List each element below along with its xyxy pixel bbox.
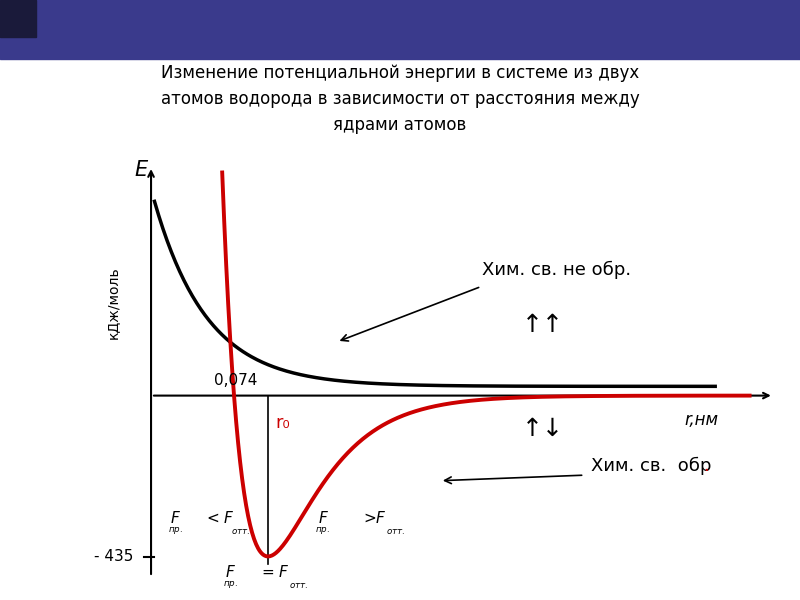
Text: $_{пр.}$: $_{пр.}$ [315,524,330,537]
Text: ↑↓: ↑↓ [522,417,564,441]
Bar [0,0,800,59]
Text: 0,074: 0,074 [214,373,258,388]
Text: $_{отт.}$: $_{отт.}$ [230,524,250,537]
Bar [0,0,36,37]
Text: r₀: r₀ [275,415,290,433]
Text: Хим. св.  обр: Хим. св. обр [591,457,712,475]
Text: ↑↑: ↑↑ [522,313,564,337]
Text: E: E [134,160,147,180]
Text: кДж/моль: кДж/моль [106,267,120,340]
Text: Изменение потенциальной энергии в системе из двух
атомов водорода в зависимости : Изменение потенциальной энергии в систем… [161,64,639,134]
Text: $F$: $F$ [318,510,329,526]
Text: r,нм: r,нм [685,410,718,428]
Text: $_{пр.}$: $_{пр.}$ [222,578,238,591]
Text: < $F$: < $F$ [206,510,234,526]
Text: $_{отт.}$: $_{отт.}$ [386,524,405,537]
Text: - 435: - 435 [94,549,133,564]
Text: = $F$: = $F$ [261,565,289,580]
Text: >$F$: >$F$ [362,510,386,526]
Text: .: . [703,457,710,475]
Text: Хим. св. не обр.: Хим. св. не обр. [482,260,631,279]
Text: $F$: $F$ [170,510,181,526]
Text: $_{пр.}$: $_{пр.}$ [167,524,182,537]
Text: $F$: $F$ [225,565,236,580]
Text: $_{отт.}$: $_{отт.}$ [290,578,309,591]
